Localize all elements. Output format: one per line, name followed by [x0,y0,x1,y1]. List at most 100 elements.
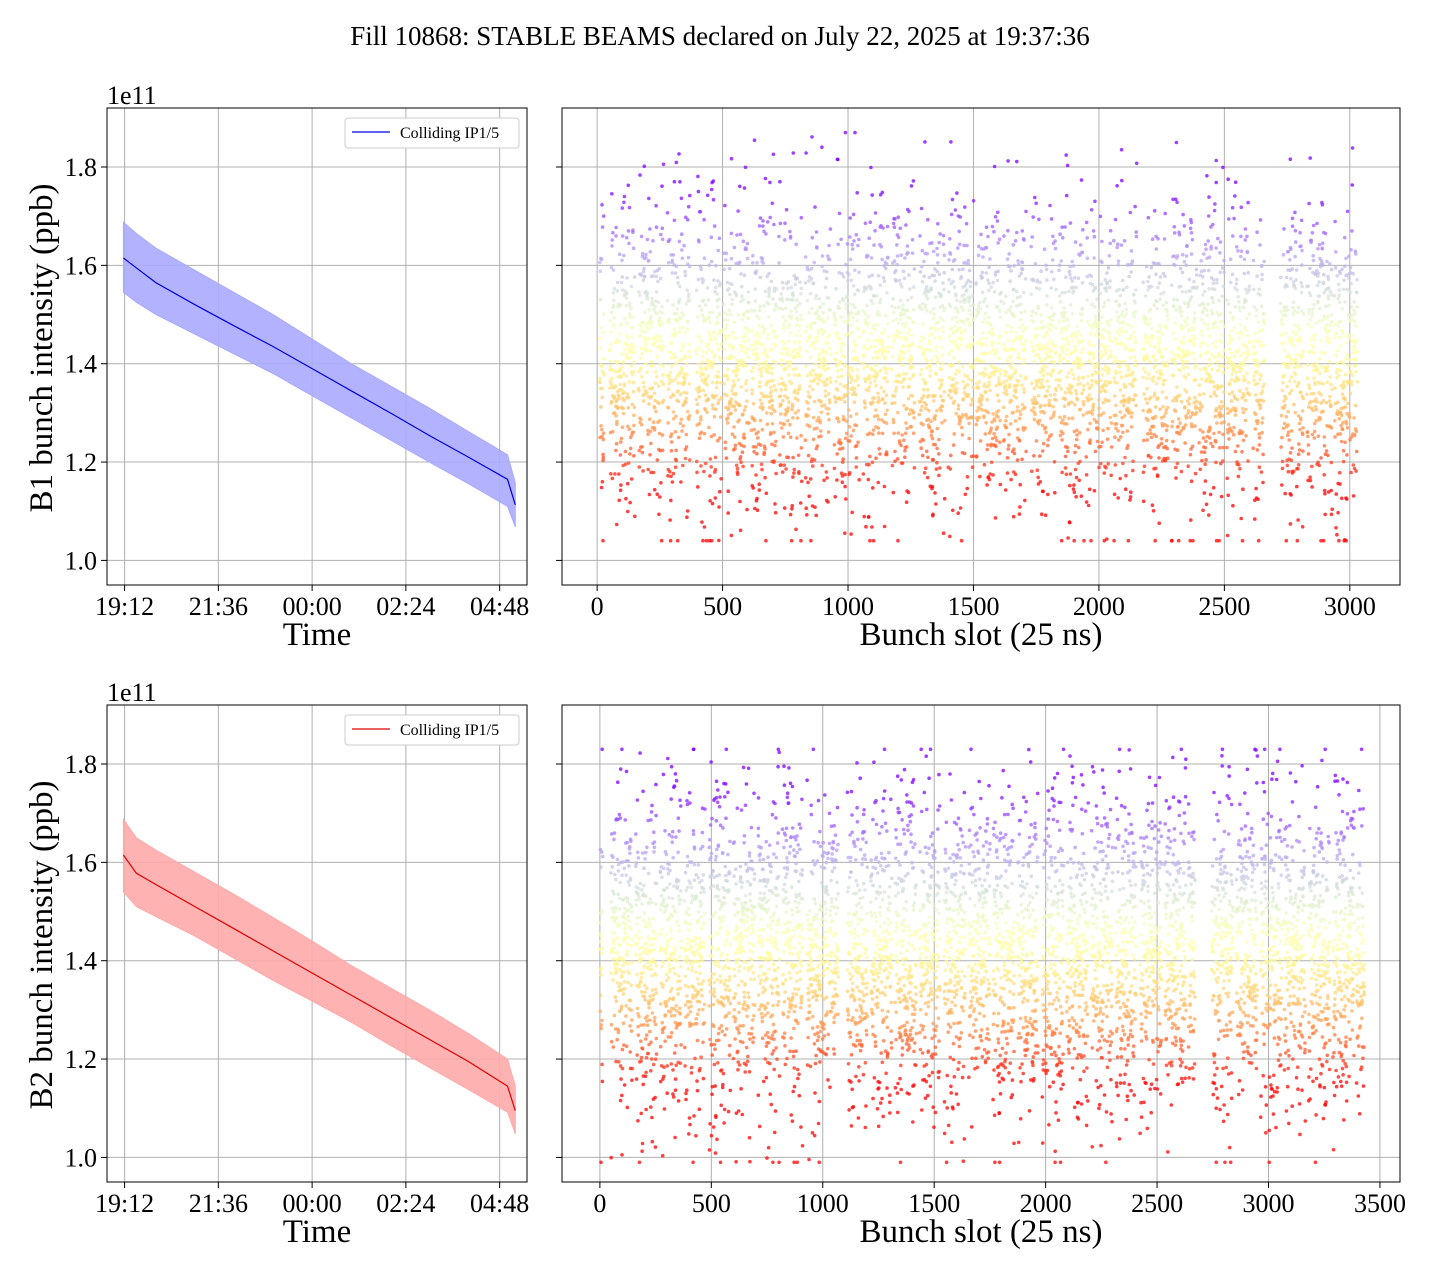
bunch-point [861,329,866,333]
bunch-point [928,426,932,430]
bunch-point [678,421,683,426]
bunch-point [736,313,741,317]
bunch-point [792,467,797,472]
bunch-point [785,409,790,413]
bunch-point [874,408,878,412]
bunch-point [714,263,718,268]
bunch-point [929,332,934,336]
bunch-point [911,431,916,436]
bunch-point [598,380,602,385]
bunch-point [871,432,875,437]
bunch-point [1259,343,1263,348]
bunch-point [877,399,881,403]
bunch-point [929,286,933,290]
bunch-point [1044,263,1048,268]
bunch-point [867,462,871,467]
bunch-point [1158,297,1162,301]
bunch-point [1095,297,1099,302]
bunch-point [968,320,972,325]
bunch-point [1031,320,1036,324]
bunch-point [1101,411,1106,415]
bunch-point [884,266,888,271]
bunch-point [1144,333,1148,337]
bunch-point [843,400,847,404]
bunch-point [1060,291,1064,295]
bunch-point [1317,294,1322,298]
bunch-point [839,237,843,242]
bunch-point [826,412,830,416]
bunch-point [614,441,619,446]
bunch-point [992,431,996,436]
bunch-point [1185,399,1190,403]
bunch-point [1258,403,1263,407]
bunch-point [1253,427,1258,431]
bunch-point [660,433,665,437]
bunch-point [1262,312,1266,316]
bunch-point [1210,352,1214,357]
bunch-point [1237,305,1241,310]
bunch-point [614,234,618,238]
bunch-point [1091,229,1096,233]
bunch-point [1194,273,1199,277]
bunch-point [976,304,981,308]
bunch-point [942,390,947,394]
bunch-point [1189,447,1193,451]
bunch-point [981,320,985,324]
bunch-point [687,349,691,354]
bunch-point [1257,287,1261,292]
bunch-point [865,417,869,422]
bunch-point [864,317,868,322]
bunch-point [675,312,679,316]
bunch-point [875,294,879,298]
bunch-point [600,434,604,439]
bunch-point [722,267,726,272]
bunch-point [1231,315,1235,320]
bunch-point [716,305,720,309]
bunch-point [769,394,773,399]
bunch-point [892,225,897,229]
bunch-point [680,357,685,361]
bunch-point [622,372,626,376]
bunch-point [1177,393,1182,398]
bunch-point [646,428,650,433]
bunch-point [926,417,931,422]
bunch-point [939,408,943,413]
bunch-point [1008,422,1013,426]
bunch-point [1313,333,1318,337]
bunch-point [641,329,645,334]
bunch-point [1096,427,1100,431]
bunch-point [1180,309,1184,314]
bunch-point [709,187,714,192]
bunch-point [1194,363,1199,368]
bunch-point [799,215,804,220]
y-tick-label: 1.4 [65,350,98,379]
bunch-point [895,457,900,461]
bunch-point [833,358,838,363]
bunch-point [1254,370,1259,374]
bunch-point [1069,368,1074,372]
b1-time-ticks: 1.01.21.41.61.819:12 21:36 00:00 02:24 04:48 [65,153,530,621]
bunch-point [1243,238,1248,242]
bunch-point [724,326,729,331]
bunch-point [867,274,871,279]
bunch-point [1228,310,1232,315]
bunch-point [1074,495,1078,499]
bunch-point [620,352,624,356]
bunch-point [925,296,930,301]
bunch-point [1038,370,1042,375]
bunch-point [790,298,795,303]
bunch-point [935,426,940,431]
bunch-point [1259,470,1264,474]
bunch-point [774,344,778,348]
bunch-point [1290,446,1294,450]
bunch-point [832,466,837,471]
bunch-point [1119,359,1123,364]
bunch-point [751,376,755,381]
bunch-point [729,231,734,236]
bunch-point [1075,433,1079,437]
bunch-point [1189,518,1193,522]
bunch-point [1121,343,1126,347]
bunch-point [1170,424,1174,429]
bunch-point [1012,338,1017,343]
bunch-point [899,317,903,321]
